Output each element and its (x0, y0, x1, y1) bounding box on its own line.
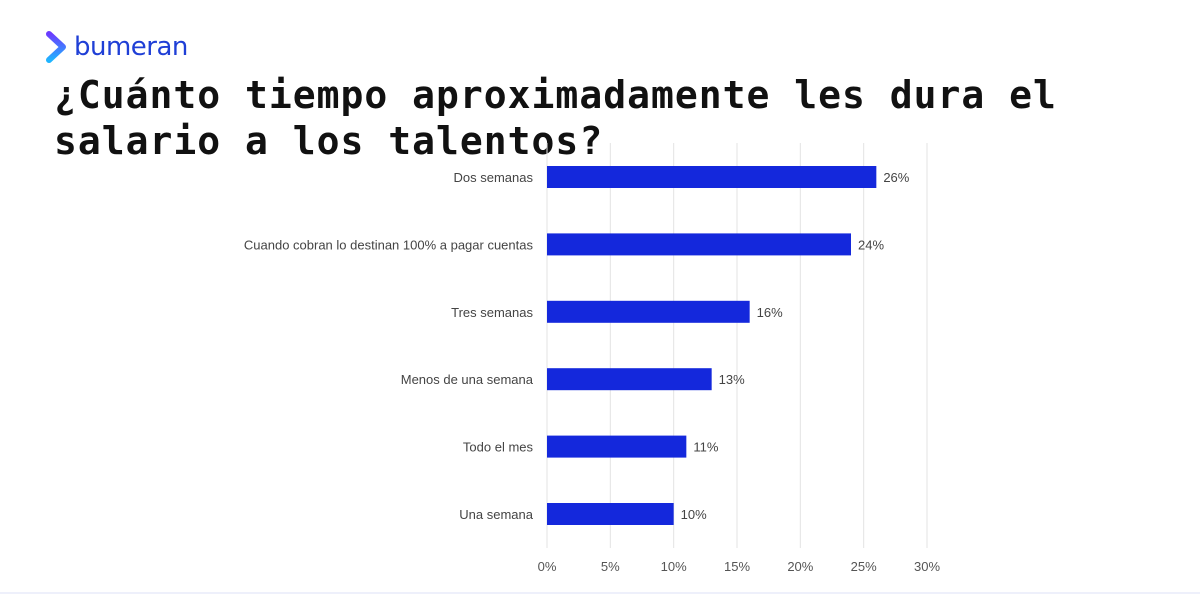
category-label: Una semana (459, 507, 533, 522)
x-tick-label: 0% (538, 559, 557, 574)
category-label: Tres semanas (451, 305, 533, 320)
brand-name: bumeran (74, 32, 188, 62)
data-label: 13% (719, 372, 745, 387)
data-label: 10% (681, 507, 707, 522)
category-label: Menos de una semana (401, 372, 534, 387)
bar (547, 368, 712, 391)
x-tick-label: 5% (601, 559, 620, 574)
x-tick-label: 25% (851, 559, 877, 574)
data-label: 26% (883, 170, 909, 185)
bar (547, 233, 851, 256)
category-label: Todo el mes (463, 440, 534, 455)
bumeran-mark-icon (46, 31, 66, 63)
bar (547, 166, 877, 188)
data-label: 16% (757, 305, 783, 320)
data-label: 11% (693, 440, 718, 455)
brand-logo: bumeran (46, 30, 188, 64)
page-title: ¿Cuánto tiempo aproximadamente les dura … (54, 73, 1057, 163)
bar (547, 503, 674, 525)
category-label: Cuando cobran lo destinan 100% a pagar c… (244, 237, 534, 252)
data-label: 24% (858, 237, 884, 252)
x-tick-label: 10% (661, 559, 687, 574)
bottom-divider (0, 592, 1200, 594)
x-tick-label: 30% (914, 559, 940, 574)
x-tick-label: 15% (724, 559, 750, 574)
bar (547, 435, 687, 458)
category-label: Dos semanas (454, 170, 534, 185)
bar (547, 300, 750, 323)
x-tick-label: 20% (787, 559, 813, 574)
